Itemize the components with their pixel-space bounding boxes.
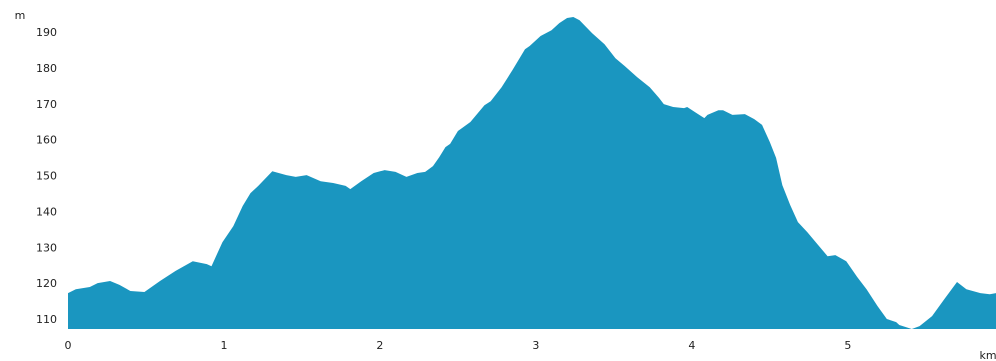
y-tick-label: 150 [36,170,57,183]
y-tick-label: 110 [36,313,57,326]
x-axis-label: km [979,349,996,361]
y-tick-label: 120 [36,277,57,290]
x-tick-label: 4 [688,339,695,352]
y-tick-label: 170 [36,98,57,111]
y-tick-label: 140 [36,205,57,218]
x-tick-label: 1 [220,339,227,352]
y-tick-label: 160 [36,134,57,147]
x-tick-label: 3 [532,339,539,352]
y-tick-label: 130 [36,241,57,254]
y-axis-label: m [15,9,26,22]
elevation-area [68,16,996,329]
y-tick-label: 190 [36,26,57,39]
x-tick-label: 0 [65,339,72,352]
x-tick-label: 2 [376,339,383,352]
x-tick-label: 5 [844,339,851,352]
y-tick-label: 180 [36,62,57,75]
